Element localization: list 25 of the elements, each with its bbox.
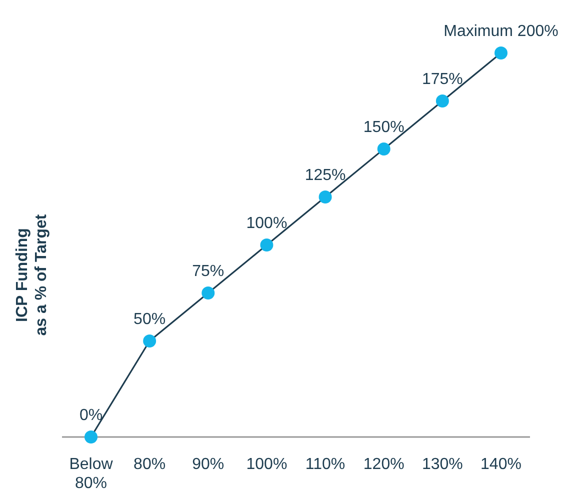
data-label: 100% — [246, 215, 288, 232]
point — [436, 94, 449, 108]
data-label: 75% — [192, 263, 224, 280]
point — [260, 238, 274, 252]
data-label: 50% — [134, 311, 166, 328]
point — [202, 286, 215, 300]
data-label: 175% — [422, 71, 463, 88]
point — [318, 190, 332, 204]
point — [143, 334, 156, 348]
x-tick-label: 140% — [480, 456, 522, 473]
data-label: 125% — [304, 167, 346, 184]
data-label: Maximum 200% — [444, 23, 558, 40]
x-tick-label: 90% — [192, 456, 224, 473]
x-tick-label: 110% — [305, 456, 346, 473]
y-axis-title: ICP Funding as a % of Target — [14, 214, 50, 336]
x-tick-label: 130% — [422, 456, 463, 473]
point — [494, 46, 508, 60]
x-tick-label: 120% — [363, 456, 404, 473]
x-tick-label: 80% — [134, 456, 166, 473]
x-tick-label: 100% — [246, 456, 288, 473]
x-tick-label: Below 80% — [69, 456, 114, 492]
data-label: 150% — [363, 119, 404, 136]
data-label: 0% — [79, 407, 103, 424]
point — [377, 142, 390, 156]
point — [84, 430, 98, 444]
